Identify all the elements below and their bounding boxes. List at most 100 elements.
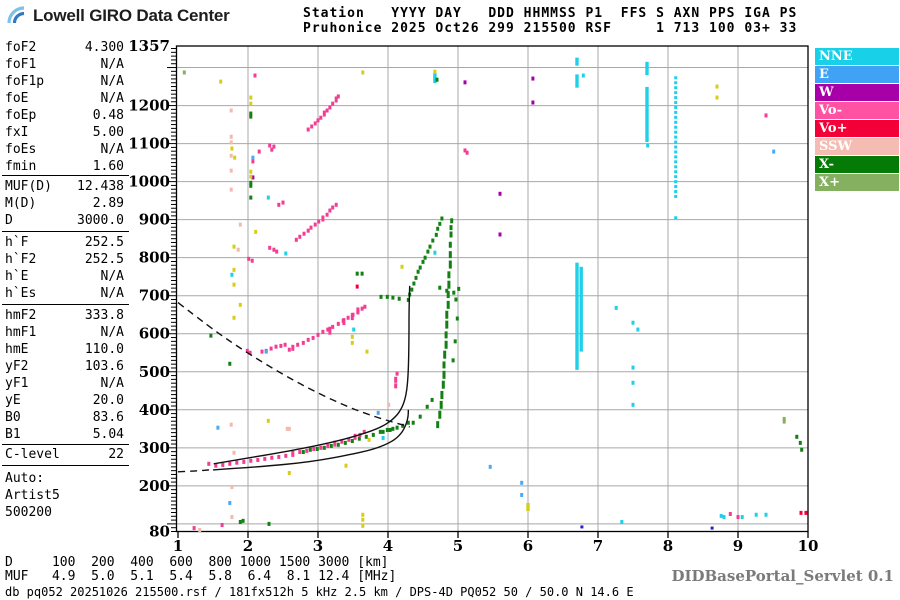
- y-tick-label: 1200: [128, 97, 170, 115]
- logo-text: Lowell GIRO Data Center: [33, 6, 230, 25]
- echo-bar-nne: [645, 61, 649, 76]
- series-w: [251, 76, 535, 237]
- readout-value: N/A: [100, 376, 124, 391]
- readout-row: yF2 103.6: [5, 359, 124, 376]
- profile-curves: [177, 285, 411, 473]
- muf-row: MUF 4.9 5.0 5.1 5.4 5.8 6.4 8.1 12.4 [MH…: [5, 569, 397, 584]
- readout-value: 103.6: [84, 359, 124, 374]
- readout-label: D: [5, 213, 13, 228]
- y-tick-label: 700: [139, 287, 170, 305]
- series-x+: [182, 70, 786, 424]
- readout-row: yF1 N/A: [5, 376, 124, 393]
- y-tick-label: 500: [139, 363, 170, 381]
- readout-value: N/A: [100, 286, 124, 301]
- readout-value: 4.300: [84, 40, 124, 55]
- readout-value: 333.8: [84, 308, 124, 323]
- readout-row: yE 20.0: [5, 393, 124, 410]
- logo: Lowell GIRO Data Center: [6, 4, 230, 28]
- readout-label: foE: [5, 91, 29, 106]
- readout-value: N/A: [100, 325, 124, 340]
- readout-value: N/A: [100, 91, 124, 106]
- divider: [2, 444, 129, 445]
- y-tick-label: 800: [139, 249, 170, 267]
- divider: [2, 465, 129, 466]
- readout-row: h`F2 252.5: [5, 252, 124, 269]
- readout-value: 12.438: [77, 179, 124, 194]
- readout-label: B1: [5, 427, 21, 442]
- curve-profile-bottom-dashed: [177, 468, 214, 473]
- x-tick-label: 7: [593, 537, 603, 555]
- curve-transmission-curve: [177, 302, 410, 428]
- readout-value: 20.0: [92, 393, 124, 408]
- echo-bar-nne: [575, 74, 579, 88]
- legend-item-nne: NNE: [815, 48, 899, 65]
- readout-row: foF1p N/A: [5, 74, 124, 91]
- readout-value: N/A: [100, 269, 124, 284]
- readout-row: C-level 22: [5, 447, 124, 464]
- readout-value: 0.48: [92, 108, 124, 123]
- readout-value: 3000.0: [77, 213, 124, 228]
- series-nne: [230, 73, 768, 524]
- readout-label: yE: [5, 393, 21, 408]
- x-tick-label: 10: [798, 537, 819, 555]
- readout-label: yF2: [5, 359, 29, 374]
- readout-label: foEp: [5, 108, 37, 123]
- readout-label: foF1: [5, 57, 37, 72]
- readout-label: hmF2: [5, 308, 37, 323]
- auto-scaler-line: 500200: [5, 505, 52, 520]
- series-vo-: [192, 73, 768, 531]
- readout-label: h`F: [5, 235, 29, 250]
- readout-label: foF2: [5, 40, 37, 55]
- readout-value: 252.5: [84, 235, 124, 250]
- giro-logo-icon: [7, 6, 25, 24]
- divider: [2, 231, 129, 232]
- readout-label: foEs: [5, 142, 37, 157]
- y-tick-label: 1000: [128, 173, 170, 191]
- plot-border: [175, 45, 809, 533]
- readout-row: foEp 0.48: [5, 108, 124, 125]
- readout-label: M(D): [5, 196, 37, 211]
- readout-label: hmF1: [5, 325, 37, 340]
- x-tick-label: 3: [313, 537, 323, 555]
- y-tick-label: 400: [139, 401, 170, 419]
- auto-scaler-line: Artist5: [5, 488, 60, 503]
- echo-bar-nne: [645, 86, 649, 143]
- readout-label: hmE: [5, 342, 29, 357]
- readout-label: MUF(D): [5, 179, 52, 194]
- readout-row: h`E N/A: [5, 269, 124, 286]
- readout-row: foE N/A: [5, 91, 124, 108]
- readout-row: hmF2 333.8: [5, 308, 124, 325]
- readout-label: h`E: [5, 269, 29, 284]
- readout-row: MUF(D) 12.438: [5, 179, 124, 196]
- readout-row: M(D) 2.89: [5, 196, 124, 213]
- x-tick-label: 1: [173, 537, 183, 555]
- echo-bars: [433, 57, 649, 511]
- readout-value: N/A: [100, 74, 124, 89]
- readout-row: fxI 5.00: [5, 125, 124, 142]
- readout-row: foF2 4.300: [5, 40, 124, 57]
- readout-label: yF1: [5, 376, 29, 391]
- grid: [176, 46, 808, 532]
- y-tick-label: 200: [139, 477, 170, 495]
- readout-label: fmin: [5, 159, 37, 174]
- echo-bar-nne: [433, 72, 437, 84]
- y-tick-label: 80: [149, 523, 170, 541]
- y-tick-label: 300: [139, 439, 170, 457]
- readout-value: 5.00: [92, 125, 124, 140]
- readout-row: foF1 N/A: [5, 57, 124, 74]
- axis-ticks: [167, 48, 809, 538]
- readout-value: 22: [108, 447, 124, 462]
- series-vertical: [219, 69, 719, 528]
- echo-bar-nne: [579, 266, 583, 352]
- x-tick-label: 6: [523, 537, 533, 555]
- legend-item-x: X-: [815, 156, 899, 173]
- auto-scaler-line: Auto:: [5, 471, 45, 486]
- y-tick-label: 600: [139, 325, 170, 343]
- series-e: [216, 149, 776, 505]
- readout-value: 1.60: [92, 159, 124, 174]
- readout-label: fxI: [5, 125, 29, 140]
- legend-item-e: E: [815, 66, 899, 83]
- echo-bar-nne: [575, 57, 579, 66]
- legend-item-ssw: SSW: [815, 138, 899, 155]
